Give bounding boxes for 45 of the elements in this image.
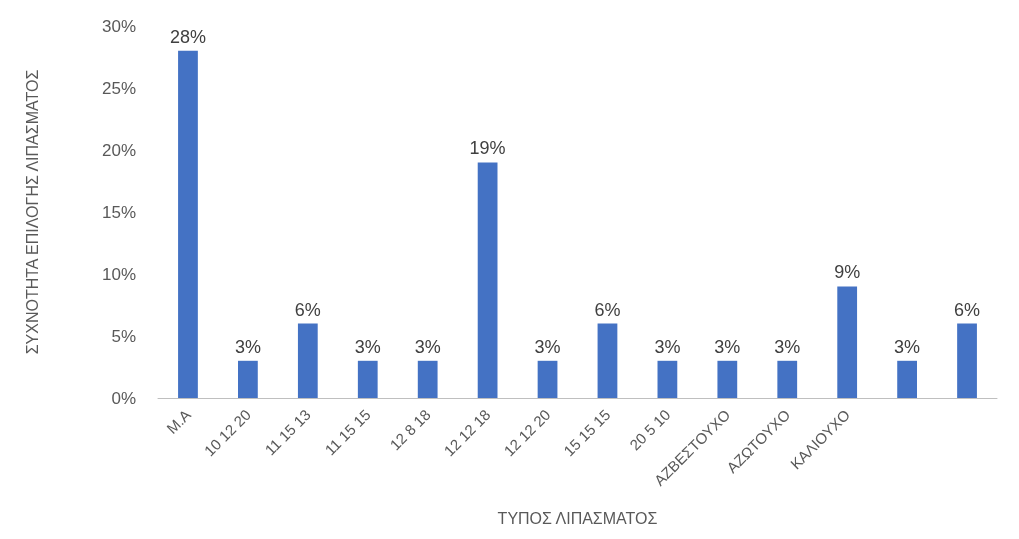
bar [657,360,678,398]
x-tick-label: 10 12 20 [200,405,254,460]
bar [178,50,198,398]
x-tick-label: 12 8 18 [386,405,434,454]
x-tick-label: 11 15 15 [321,405,374,459]
data-label: 28% [169,26,206,47]
bar [477,162,498,398]
data-label: 3% [534,336,561,357]
data-label: 3% [234,336,261,357]
data-label: 3% [714,336,741,357]
y-tick-label: 5% [111,326,136,346]
data-label: 9% [834,262,861,283]
data-label: 3% [774,336,801,357]
y-tick-label: 15% [101,202,136,222]
y-tick-label: 0% [111,388,136,408]
y-axis-title: ΣΥΧΝΟΤΗΤΑ ΕΠΙΛΟΓΗΣ ΛΙΠΑΣΜΑΤΟΣ [23,69,41,355]
data-label: 3% [414,336,441,357]
x-tick-label: 11 15 13 [261,405,314,459]
bar [957,323,977,398]
y-tick-label: 25% [101,78,136,98]
bar [238,360,258,398]
data-label: 3% [654,336,681,357]
x-tick-label: Μ.Α [163,405,194,437]
bar [717,360,738,398]
bar [417,360,438,398]
bar [837,286,858,398]
data-label: 19% [469,138,506,159]
x-axis-title: ΤΥΠΟΣ ΛΙΠΑΣΜΑΤΟΣ [497,509,658,527]
data-label: 3% [354,336,381,357]
data-label: 3% [894,336,921,357]
bar [597,323,618,398]
bar [777,360,798,398]
bar [297,323,318,398]
y-tick-label: 20% [101,140,136,160]
x-tick-label: 12 12 20 [500,405,554,460]
x-tick-label: 15 15 15 [560,405,614,460]
data-label: 6% [294,299,321,320]
data-label: 6% [594,299,621,320]
bar [357,360,378,398]
y-tick-label: 10% [101,264,136,284]
data-label: 6% [954,299,981,320]
x-tick-label: 12 12 18 [440,405,494,460]
bar [897,360,917,398]
y-tick-label: 30% [101,16,136,36]
bar [537,360,558,398]
